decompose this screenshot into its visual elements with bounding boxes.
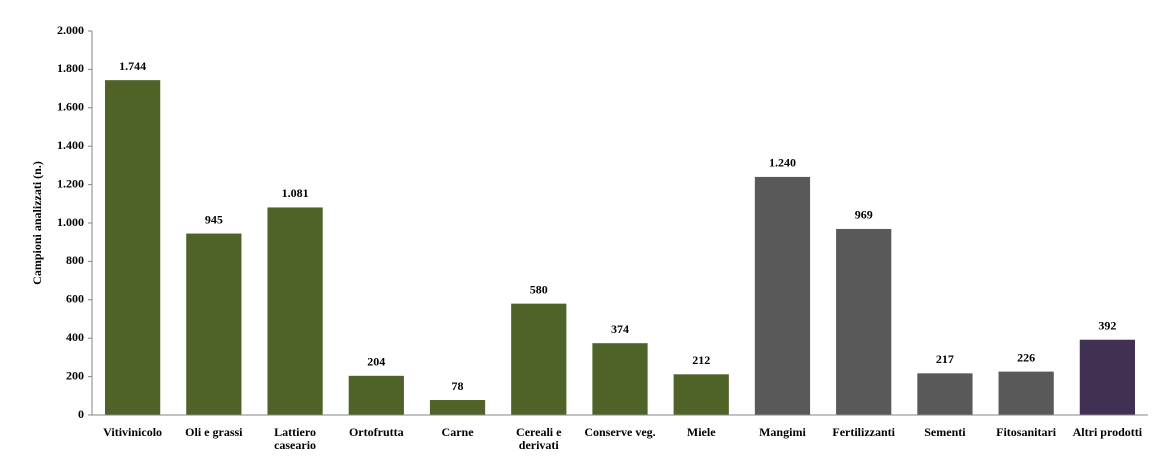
- y-axis-title: Campioni analizzati (n.): [30, 161, 44, 285]
- bar: [186, 233, 242, 415]
- x-tick-label: Fitosanitari: [996, 425, 1057, 439]
- x-tick-label: Fertilizzanti: [832, 425, 895, 439]
- y-tick-label: 1.000: [57, 215, 84, 229]
- value-label: 212: [692, 353, 710, 367]
- y-tick-label: 800: [66, 253, 84, 267]
- y-tick-label: 1.400: [57, 138, 84, 152]
- y-tick-label: 0: [78, 407, 84, 421]
- value-label: 392: [1098, 318, 1116, 332]
- value-label: 204: [367, 355, 385, 369]
- value-label: 580: [530, 282, 548, 296]
- y-tick-label: 1.600: [57, 100, 84, 114]
- x-tick-label: Cereali e derivati: [516, 425, 562, 452]
- bar: [917, 373, 973, 415]
- y-tick-label: 1.800: [57, 61, 84, 75]
- value-label: 78: [452, 379, 464, 393]
- x-tick-label: Sementi: [924, 425, 966, 439]
- y-tick-label: 2.000: [57, 23, 84, 37]
- value-label: 226: [1017, 350, 1035, 364]
- x-tick-label: Lattiero caseario: [274, 425, 317, 452]
- value-label: 1.081: [282, 186, 309, 200]
- bar: [348, 375, 404, 415]
- bar: [104, 80, 161, 415]
- value-label: 945: [205, 212, 223, 226]
- x-tick-label: Miele: [686, 425, 716, 439]
- x-tick-label: Conserve veg.: [584, 425, 656, 439]
- y-tick-label: 1.200: [57, 176, 84, 190]
- x-tick-label: Oli e grassi: [185, 425, 243, 439]
- bar: [267, 207, 323, 415]
- value-label: 374: [611, 322, 629, 336]
- bar: [429, 400, 486, 415]
- bar: [1079, 339, 1136, 415]
- value-label: 217: [936, 352, 954, 366]
- x-tick-label: Altri prodotti: [1072, 425, 1143, 439]
- bar: [673, 374, 729, 415]
- value-label: 1.744: [119, 59, 146, 73]
- x-tick-label: Mangimi: [759, 425, 806, 439]
- value-label: 1.240: [769, 156, 796, 170]
- bar: [511, 303, 567, 415]
- bar: [592, 343, 648, 415]
- y-tick-label: 600: [66, 292, 84, 306]
- y-tick-label: 200: [66, 368, 84, 382]
- bar: [754, 176, 811, 415]
- value-label: 969: [855, 208, 873, 222]
- x-tick-label: Vitivinicolo: [103, 425, 163, 439]
- x-tick-label: Carne: [441, 425, 474, 439]
- y-tick-label: 400: [66, 330, 84, 344]
- x-tick-label: Ortofrutta: [348, 425, 404, 439]
- bar: [836, 228, 892, 415]
- bar: [998, 371, 1054, 415]
